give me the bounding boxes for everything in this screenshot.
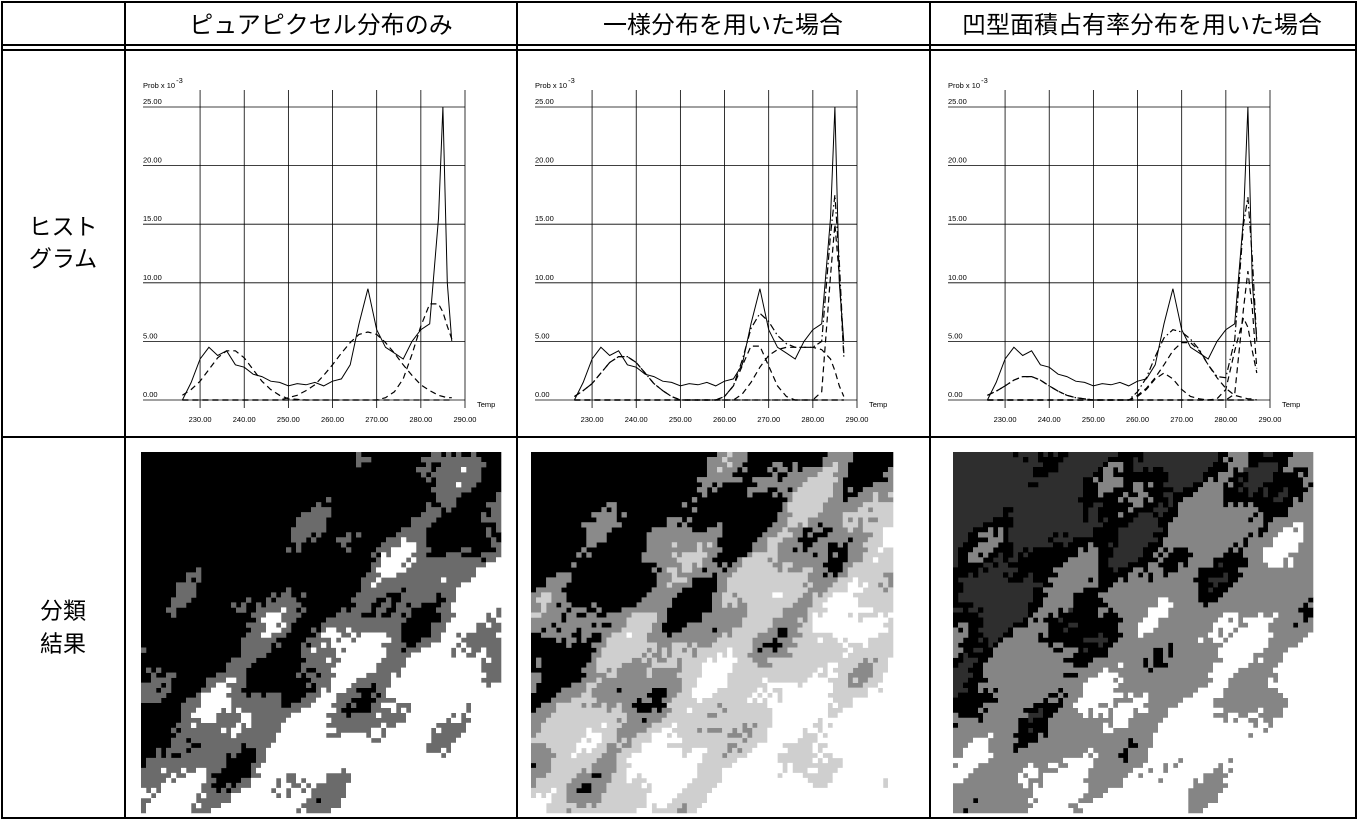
x-tick-label: 270.00 — [1170, 415, 1193, 424]
y-tick-label: 0.00 — [143, 390, 158, 399]
y-axis-label-exponent: -3 — [981, 76, 988, 85]
y-tick-label: 0.00 — [535, 390, 550, 399]
y-axis-label: Prob x 10 — [948, 81, 980, 90]
x-tick-label: 230.00 — [994, 415, 1017, 424]
x-tick-label: 230.00 — [189, 415, 212, 424]
y-tick-label: 5.00 — [535, 331, 550, 340]
x-tick-label: 290.00 — [1259, 415, 1282, 424]
y-tick-label: 10.00 — [948, 273, 967, 282]
y-tick-label: 25.00 — [948, 97, 967, 106]
x-tick-label: 260.00 — [321, 415, 344, 424]
y-tick-label: 10.00 — [143, 273, 162, 282]
row-label: ヒスト — [29, 215, 98, 241]
y-tick-label: 20.00 — [948, 156, 967, 165]
column-header: ピュアピクセル分布のみ — [189, 11, 453, 39]
y-tick-label: 5.00 — [948, 331, 963, 340]
y-axis-label-exponent: -3 — [176, 76, 183, 85]
x-tick-label: 270.00 — [757, 415, 780, 424]
x-tick-label: 280.00 — [1214, 415, 1237, 424]
column-header: 凹型面積占有率分布を用いた場合 — [962, 11, 1322, 39]
y-tick-label: 0.00 — [948, 390, 963, 399]
x-axis-label: Temp — [869, 400, 887, 409]
x-tick-label: 250.00 — [277, 415, 300, 424]
y-axis-label: Prob x 10 — [535, 81, 567, 90]
row-label: 結果 — [40, 632, 86, 658]
x-axis-label: Temp — [477, 400, 495, 409]
page: ピュアピクセル分布のみ 一様分布を用いた場合 凹型面積占有率分布を用いた場合 ヒ… — [0, 0, 1359, 820]
row-label: グラム — [29, 247, 97, 273]
x-tick-label: 290.00 — [846, 415, 869, 424]
x-tick-label: 240.00 — [1038, 415, 1061, 424]
y-tick-label: 20.00 — [535, 156, 554, 165]
x-tick-label: 290.00 — [454, 415, 477, 424]
x-tick-label: 230.00 — [581, 415, 604, 424]
y-tick-label: 25.00 — [143, 97, 162, 106]
y-tick-label: 15.00 — [948, 214, 967, 223]
y-tick-label: 20.00 — [143, 156, 162, 165]
x-tick-label: 250.00 — [1082, 415, 1105, 424]
row-label: 分類 — [40, 599, 86, 625]
y-tick-label: 25.00 — [535, 97, 554, 106]
x-tick-label: 240.00 — [233, 415, 256, 424]
y-tick-label: 10.00 — [535, 273, 554, 282]
y-axis-label-exponent: -3 — [568, 76, 575, 85]
y-axis-label: Prob x 10 — [143, 81, 175, 90]
column-header: 一様分布を用いた場合 — [603, 11, 843, 39]
x-tick-label: 250.00 — [669, 415, 692, 424]
x-tick-label: 260.00 — [713, 415, 736, 424]
x-tick-label: 270.00 — [365, 415, 388, 424]
x-axis-label: Temp — [1282, 400, 1300, 409]
y-tick-label: 15.00 — [143, 214, 162, 223]
x-tick-label: 280.00 — [409, 415, 432, 424]
x-tick-label: 280.00 — [801, 415, 824, 424]
y-tick-label: 5.00 — [143, 331, 158, 340]
x-tick-label: 240.00 — [625, 415, 648, 424]
x-tick-label: 260.00 — [1126, 415, 1149, 424]
y-tick-label: 15.00 — [535, 214, 554, 223]
